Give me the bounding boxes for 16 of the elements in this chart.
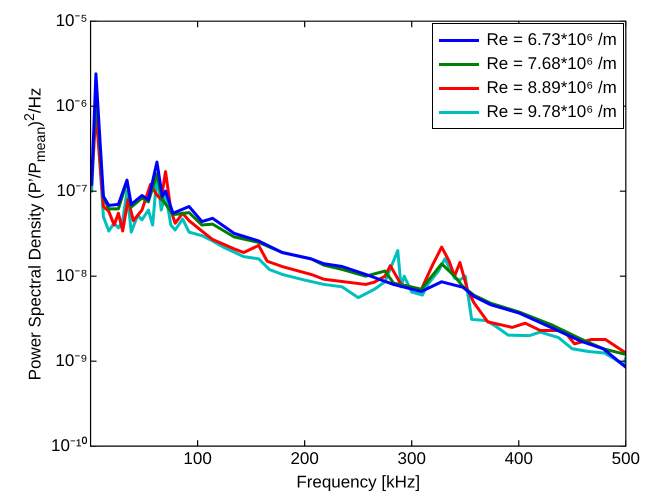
x-tick-label: 100 [183,449,212,468]
x-tick-label: 400 [504,449,533,468]
y-tick-label: 10⁻⁹ [55,350,88,370]
x-tick-label: 300 [398,449,426,468]
legend-label: Re = 9.78*10⁶ /m [486,101,617,124]
x-axis-title: Frequency [kHz] [296,472,420,492]
y-tick-label: 10⁻⁸ [55,266,88,285]
y-tick-label: 10⁻⁵ [56,10,88,30]
legend-label: Re = 8.89*10⁶ /m [486,77,617,100]
x-tick-label: 200 [290,449,319,468]
x-tick-label: 500 [612,449,640,468]
legend-label: Re = 7.68*10⁶ /m [486,53,617,76]
y-tick-label: 10⁻⁷ [56,180,88,200]
y-tick-label: 10⁻¹⁰ [50,436,88,455]
legend-label: Re = 6.73*10⁶ /m [486,29,617,52]
y-tick-label: 10⁻⁶ [56,96,88,115]
